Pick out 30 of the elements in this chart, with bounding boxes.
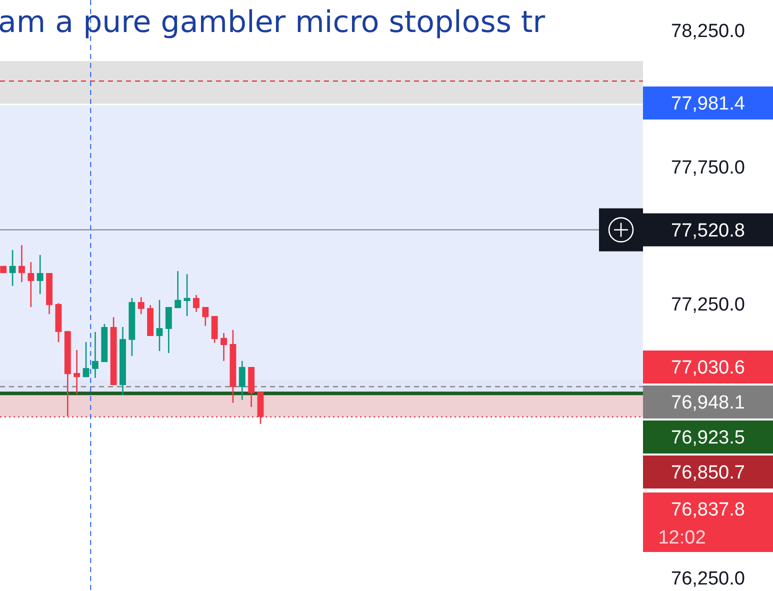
candlestick bbox=[238, 360, 246, 400]
candlestick bbox=[74, 349, 80, 395]
text: 12:02 bbox=[658, 528, 706, 549]
candlestick bbox=[9, 249, 16, 287]
candlestick bbox=[28, 261, 34, 308]
ref-line-label: 76,923.5 bbox=[671, 428, 745, 449]
text: 77,030.6 bbox=[671, 358, 745, 379]
ref-line-label: 77,520.8 bbox=[671, 220, 745, 242]
y-tick-label: 77,250.0 bbox=[671, 294, 745, 316]
candlestick bbox=[156, 299, 163, 352]
candlestick bbox=[92, 331, 98, 379]
y-tick-label: 77,750.0 bbox=[671, 158, 745, 179]
candlestick bbox=[184, 273, 190, 317]
candlestick bbox=[82, 341, 90, 378]
y-tick-label: 78,250.0 bbox=[671, 20, 745, 42]
candlestick bbox=[138, 296, 144, 315]
ref-line-label: 76,948.1 bbox=[671, 392, 745, 414]
candlestick bbox=[220, 332, 227, 362]
candlestick bbox=[202, 306, 209, 327]
text: 77,981.4 bbox=[671, 94, 746, 115]
candlestick bbox=[36, 254, 44, 295]
candlestick bbox=[193, 294, 200, 313]
candlestick bbox=[165, 306, 172, 354]
candlestick bbox=[18, 244, 25, 283]
candlestick bbox=[211, 315, 218, 344]
text: 76,850.7 bbox=[671, 462, 745, 484]
chart-title: am a pure gambler micro stoploss tr bbox=[0, 5, 546, 40]
text: 76,837.8 bbox=[671, 500, 745, 521]
candlestick bbox=[174, 270, 182, 309]
y-tick-label: 76,250.0 bbox=[671, 568, 745, 590]
